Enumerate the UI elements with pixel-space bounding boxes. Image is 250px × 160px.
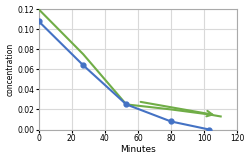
- X-axis label: Minutes: Minutes: [120, 145, 156, 154]
- Y-axis label: concentration: concentration: [6, 43, 15, 96]
